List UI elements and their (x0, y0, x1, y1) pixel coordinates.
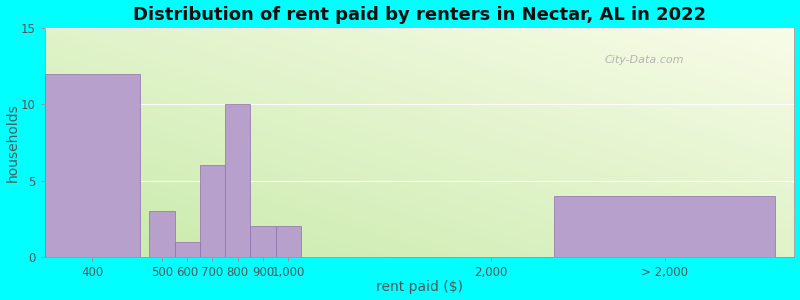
Bar (554, 196, 775, 257)
Bar (250, 226, 276, 257)
Bar (276, 226, 301, 257)
Bar (45, 74, 140, 257)
X-axis label: rent paid ($): rent paid ($) (376, 280, 463, 294)
Title: Distribution of rent paid by renters in Nectar, AL in 2022: Distribution of rent paid by renters in … (133, 6, 706, 24)
Text: City-Data.com: City-Data.com (605, 56, 684, 65)
Bar (200, 165, 225, 257)
Bar (225, 104, 250, 257)
Bar (150, 211, 174, 257)
Bar (174, 242, 200, 257)
Y-axis label: households: households (6, 103, 19, 182)
